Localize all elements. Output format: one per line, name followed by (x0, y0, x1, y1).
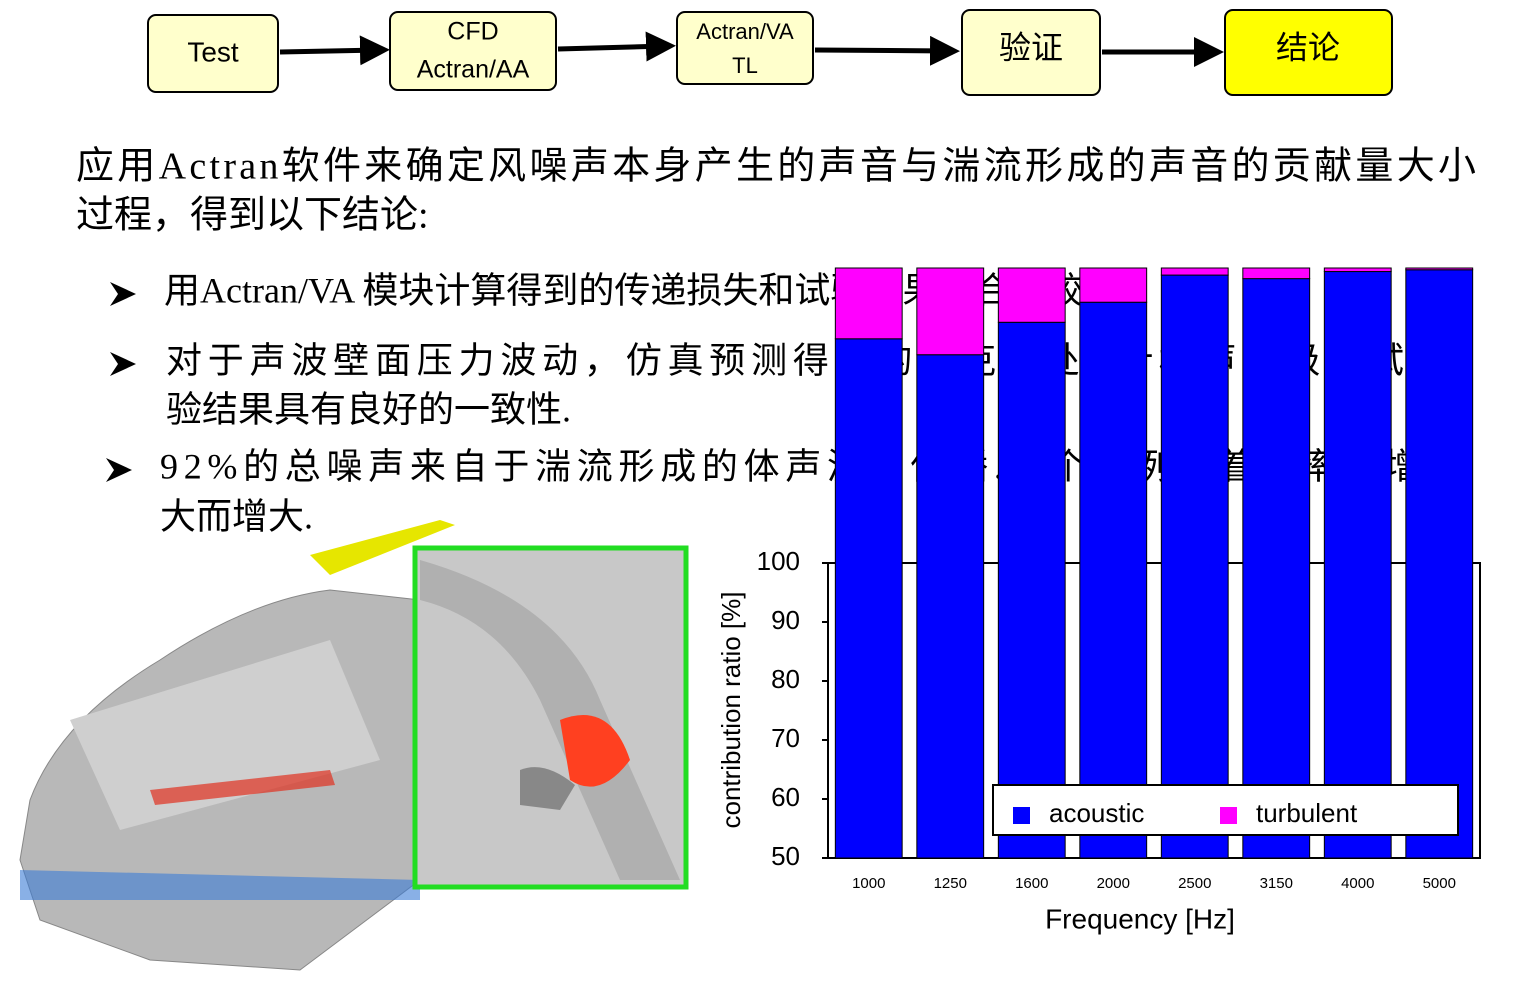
flow-node (961, 9, 1101, 96)
x-tick-label: 1600 (1015, 875, 1048, 892)
node-label: 验证 (999, 29, 1063, 65)
bar-segment (916, 267, 985, 356)
inset-mirror (520, 767, 575, 810)
legend-label: acoustic (1049, 798, 1144, 828)
y-tick-label: 100 (757, 546, 800, 576)
x-axis-title: Frequency [Hz] (1045, 903, 1235, 934)
legend-swatch (1013, 807, 1030, 824)
car-hood (70, 640, 380, 830)
bar-segment (1242, 267, 1311, 280)
bullet-line: 92%的总噪声来自于湍流形成的体声源声传播.这个比例随着频率的增 (160, 446, 1420, 486)
x-tick-label: 3150 (1260, 875, 1293, 892)
x-tick-label: 1000 (852, 875, 885, 892)
node-label: Actran/VA (696, 19, 794, 44)
bar-segment (1079, 301, 1148, 859)
bar-segment (1160, 267, 1229, 276)
chart: contribution ratio [%] Frequency [Hz] 50… (716, 267, 1481, 934)
legend-label: turbulent (1256, 798, 1358, 828)
node-label: CFD (447, 18, 498, 46)
flow-node (147, 14, 279, 93)
bar-segment (834, 267, 903, 340)
node-label: Actran/AA (417, 56, 530, 84)
intro-line: 应用Actran软件来确定风噪声本身产生的声音与湍流形成的声音的贡献量大小 (76, 146, 1476, 188)
bullet-line: 验结果具有良好的一致性. (166, 389, 571, 429)
flow-streak (20, 870, 420, 900)
intro-line: 过程，得到以下结论: (76, 195, 429, 237)
bullet-marker (110, 352, 136, 376)
flow: Test CFD Actran/AA Actran/VA TL 验证 结论 (147, 9, 1393, 96)
node-label: TL (732, 53, 758, 78)
flow-node (1224, 9, 1393, 96)
bullet-line: 大而增大. (160, 496, 313, 536)
flow-plume (310, 520, 455, 575)
x-tick-label: 1250 (934, 875, 967, 892)
bar-segment (1323, 271, 1392, 859)
bar-segment (1405, 267, 1474, 271)
bar-segment (997, 267, 1066, 323)
bar-segment (1079, 267, 1148, 303)
bar-segment (1323, 267, 1392, 273)
x-tick-label: 2000 (1097, 875, 1130, 892)
x-tick-label: 4000 (1341, 875, 1374, 892)
flow-streak (150, 770, 335, 805)
flow-node (389, 11, 557, 91)
arrow (279, 35, 390, 66)
legend-swatch (1220, 807, 1237, 824)
inset-hotspot (560, 715, 630, 787)
bar-segment (1405, 269, 1474, 859)
x-tick-label: 5000 (1423, 875, 1456, 892)
bar-segment (916, 354, 985, 859)
arrow (814, 35, 960, 66)
inset-surface (420, 560, 680, 880)
y-tick-label: 80 (771, 664, 800, 694)
bullet-marker (110, 282, 136, 306)
arrow (557, 31, 676, 62)
cfd-image (19, 520, 689, 971)
y-tick-label: 90 (771, 605, 800, 635)
y-tick-label: 70 (771, 723, 800, 753)
bullet-marker (106, 458, 132, 482)
flow-node (676, 11, 814, 85)
node-label: Test (187, 36, 239, 67)
y-tick-label: 60 (771, 782, 800, 812)
node-label: 结论 (1276, 29, 1340, 65)
y-tick-label: 50 (771, 841, 800, 871)
bar-segment (1160, 274, 1229, 859)
y-axis-title: contribution ratio [%] (716, 591, 746, 828)
bar-segment (1242, 278, 1311, 859)
bar-segment (997, 321, 1066, 859)
bar-segment (834, 338, 903, 859)
x-tick-label: 2500 (1178, 875, 1211, 892)
